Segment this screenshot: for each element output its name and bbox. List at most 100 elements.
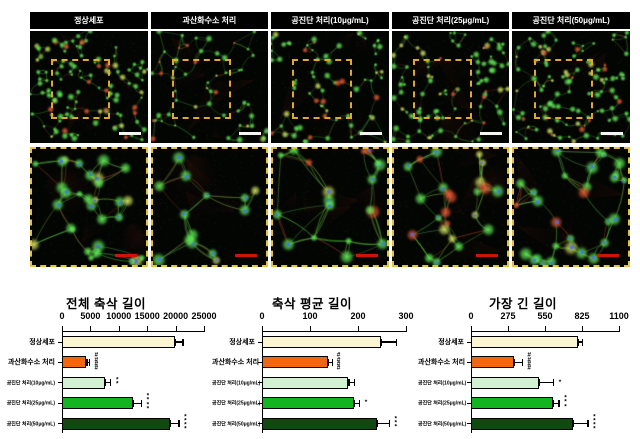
y-tick-mark [258,382,262,384]
bar-정상세포 [262,336,381,348]
scale-bar-red [596,253,619,257]
error-bar [354,402,359,404]
micrograph-inset-image [32,149,146,265]
micrograph-overview [30,31,148,143]
panel-label: 공진단 처리(25μg/mL) [391,12,510,29]
chart-title: 가장 긴 길이 [489,297,557,311]
micrograph-overview-image [271,31,389,143]
error-bar [133,402,141,404]
bar-공진단 처리(25μg/mL) [262,397,355,410]
bar-공진단 처리(10μg/mL) [262,376,349,389]
category-label: 공진단 처리(10μg/mL) [418,380,467,387]
x-tick-mark [262,326,264,331]
scale-bar-red [235,253,258,257]
x-tick-label: 550 [537,311,553,321]
y-tick-mark [258,423,262,425]
inset-region-box [533,59,593,119]
scale-bar-white [359,131,382,135]
error-bar-cap [86,358,88,366]
error-bar [514,361,523,363]
bar-정상세포 [62,336,176,348]
bar-공진단 처리(50μg/mL) [471,417,573,430]
category-label: 공진단 처리(25μg/mL) [418,400,467,407]
error-bar-cap [133,399,135,407]
micrograph-overview-image [30,31,148,143]
bar-과산화수소 처리 [62,356,87,369]
category-label: 정상세포 [438,339,464,346]
error-bar-cap [354,379,356,387]
significance-annotation: * * [116,376,119,388]
error-bar-cap [577,338,580,346]
micrograph-inset-image [393,149,508,265]
significance-annotation: # # # # [94,351,99,372]
chart-title: 전체 축삭 길이 [66,297,146,311]
bar-공진단 처리(50μg/mL) [62,417,170,430]
micrograph-overview [150,31,269,143]
error-bar [104,382,111,384]
error-bar-cap [587,420,589,428]
x-tick-mark [471,326,473,331]
significance-annotation: * * * * [146,392,150,413]
bar-공진단 처리(50μg/mL) [262,417,377,430]
micrograph-inset [271,147,389,267]
category-label: 과산화수소 처리 [7,359,55,367]
scale-bar-white [239,131,262,135]
x-tick-label: 1100 [609,311,629,321]
micrograph-inset-image [514,149,628,265]
scale-bar-red [476,253,499,257]
x-tick-label: 300 [398,311,414,321]
error-bar-cap [553,379,555,387]
significance-annotation: * * * [564,394,567,411]
error-bar [572,423,588,425]
significance-annotation: * [558,378,562,386]
category-label: 과산화수소 처리 [212,359,260,367]
bar-공진단 처리(10μg/mL) [471,376,539,389]
category-label: 공진단 처리(10μg/mL) [6,380,55,387]
y-tick-mark [58,341,62,343]
panel-label: 공진단 처리(10μg/mL) [271,12,389,29]
error-bar [538,382,554,384]
significance-annotation: * * * * [593,413,596,433]
micrograph-inset [512,147,630,267]
y-tick-mark [58,423,62,425]
x-tick-mark [175,326,177,331]
x-axis-line [262,330,407,332]
micrograph-inset-image [273,149,387,265]
y-tick-mark [467,402,471,404]
error-bar-cap [331,358,333,366]
x-tick-label: 0 [468,311,474,321]
x-axis-line [471,330,620,332]
x-tick-label: 0 [59,311,65,321]
error-bar-cap [358,399,361,407]
scale-bar-red [114,253,137,257]
error-bar-cap [175,338,177,346]
bar-chart-1: 전체 축삭 길이 0 5000 10000 15000 20000 25000 정상세포 과산화… [0,293,217,439]
x-tick-label: 825 [574,311,590,321]
y-tick-mark [58,361,62,363]
micrograph-overview-image [391,31,510,143]
error-bar [577,341,582,343]
error-bar-cap [169,420,172,428]
micrograph-column-3: 공진단 처리(10μg/mL) [271,12,389,267]
y-tick-mark [467,361,471,363]
micrograph-column-4: 공진단 처리(25μg/mL) [391,12,510,267]
category-label: 공진단 처리(25μg/mL) [6,400,55,407]
micrograph-overview-image [150,31,269,143]
error-bar [553,402,559,404]
x-tick-mark [358,326,360,331]
panel-label: 정상세포 [30,12,148,29]
error-bar-cap [327,358,329,366]
x-tick-mark [619,326,621,331]
x-tick-mark [204,326,206,331]
micrograph-inset-image [152,149,267,265]
x-tick-mark [62,326,64,331]
inset-region-box [51,59,111,119]
y-tick-mark [467,382,471,384]
x-tick-label: 100 [302,311,318,321]
error-bar-cap [538,379,541,387]
y-tick-mark [58,402,62,404]
error-bar [327,361,332,363]
x-tick-mark [310,326,312,331]
bar-chart-3: 가장 긴 길이 0 275 550 825 1100 정상세포 과산화수소 처리 # # # # 공진단… [418,293,629,439]
